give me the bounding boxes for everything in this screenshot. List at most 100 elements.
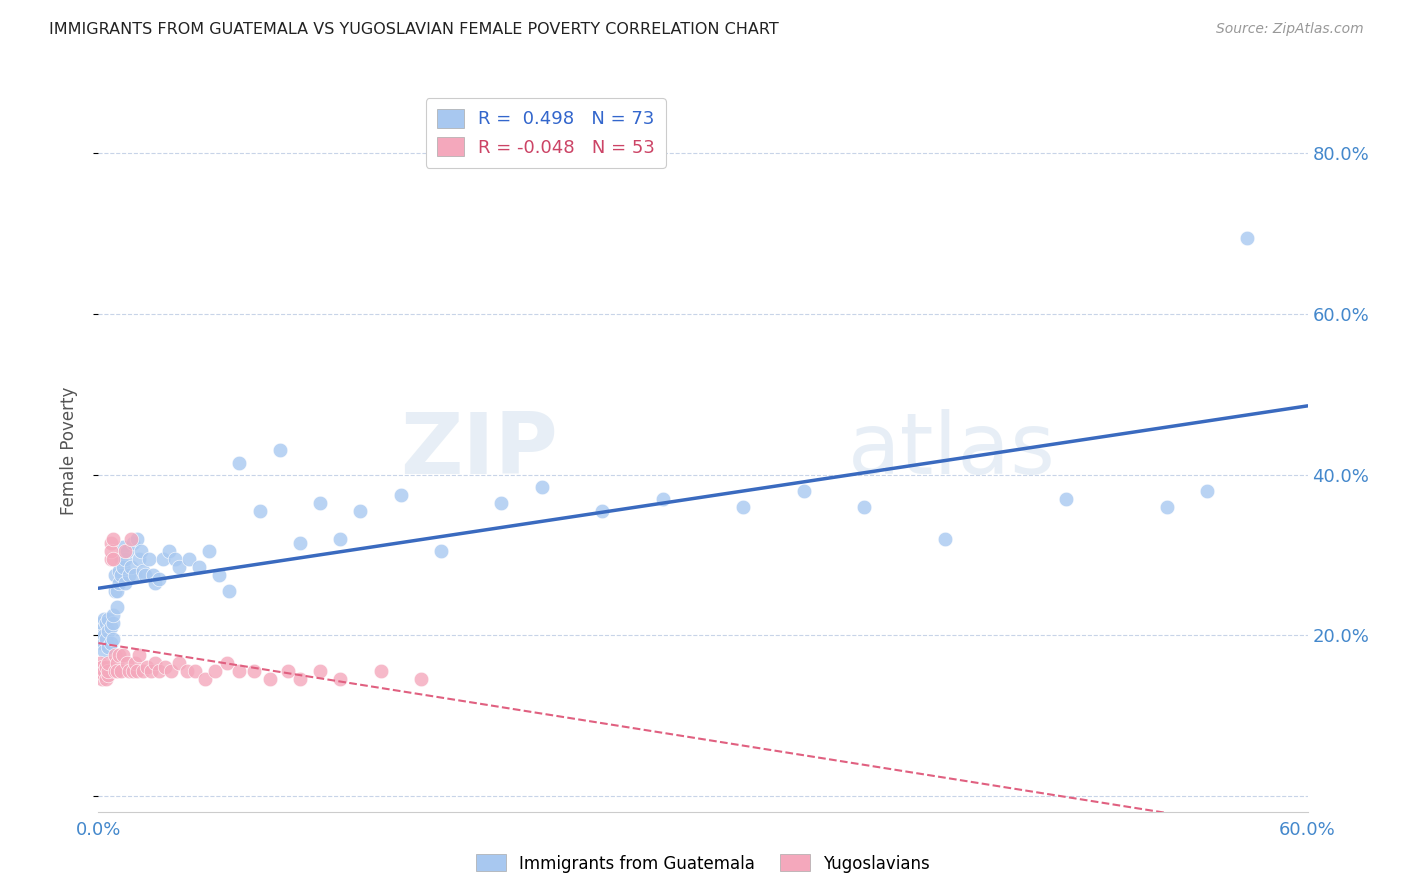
Point: [530, 479, 553, 493]
Point: [228, 455, 250, 469]
Point: [934, 532, 956, 546]
Point: [107, 576, 129, 591]
Legend: R =  0.498   N = 73, R = -0.048   N = 53: R = 0.498 N = 73, R = -0.048 N = 53: [426, 98, 666, 168]
Point: [217, 657, 239, 671]
Point: [853, 500, 876, 514]
Point: [115, 657, 138, 671]
Point: [107, 648, 129, 662]
Point: [139, 664, 162, 678]
Point: [152, 551, 174, 566]
Point: [100, 535, 122, 549]
Point: [96, 673, 118, 687]
Point: [107, 564, 129, 578]
Point: [288, 673, 311, 687]
Point: [134, 567, 156, 582]
Point: [148, 572, 170, 586]
Point: [105, 583, 128, 598]
Point: [103, 664, 125, 678]
Point: [91, 615, 114, 630]
Point: [103, 567, 125, 582]
Point: [91, 636, 114, 650]
Point: [97, 612, 120, 626]
Point: [160, 664, 183, 678]
Point: [242, 664, 264, 678]
Legend: Immigrants from Guatemala, Yugoslavians: Immigrants from Guatemala, Yugoslavians: [470, 847, 936, 880]
Point: [208, 567, 231, 582]
Point: [118, 567, 141, 582]
Point: [93, 628, 115, 642]
Point: [100, 636, 122, 650]
Point: [89, 632, 111, 646]
Point: [97, 664, 120, 678]
Point: [110, 664, 132, 678]
Point: [110, 567, 132, 582]
Point: [148, 664, 170, 678]
Point: [101, 551, 124, 566]
Point: [100, 543, 122, 558]
Point: [430, 543, 453, 558]
Point: [100, 620, 122, 634]
Point: [491, 495, 513, 509]
Point: [120, 560, 142, 574]
Point: [198, 543, 221, 558]
Point: [184, 664, 207, 678]
Point: [121, 664, 143, 678]
Point: [132, 564, 155, 578]
Point: [89, 664, 111, 678]
Point: [249, 503, 271, 517]
Point: [97, 657, 120, 671]
Point: [101, 532, 124, 546]
Point: [97, 668, 120, 682]
Point: [111, 560, 134, 574]
Point: [120, 532, 142, 546]
Point: [100, 551, 122, 566]
Text: Source: ZipAtlas.com: Source: ZipAtlas.com: [1216, 22, 1364, 37]
Point: [89, 657, 111, 671]
Point: [591, 503, 613, 517]
Point: [132, 664, 155, 678]
Point: [118, 664, 141, 678]
Text: IMMIGRANTS FROM GUATEMALA VS YUGOSLAVIAN FEMALE POVERTY CORRELATION CHART: IMMIGRANTS FROM GUATEMALA VS YUGOSLAVIAN…: [49, 22, 779, 37]
Point: [110, 551, 132, 566]
Point: [1195, 483, 1218, 498]
Point: [1054, 491, 1077, 506]
Point: [97, 640, 120, 655]
Point: [1236, 230, 1258, 244]
Point: [105, 599, 128, 614]
Point: [91, 660, 114, 674]
Point: [389, 487, 412, 501]
Point: [105, 657, 128, 671]
Point: [176, 664, 198, 678]
Point: [194, 673, 217, 687]
Point: [125, 532, 148, 546]
Point: [111, 648, 134, 662]
Point: [103, 648, 125, 662]
Point: [124, 567, 146, 582]
Point: [167, 657, 190, 671]
Point: [218, 583, 240, 598]
Point: [167, 560, 190, 574]
Point: [309, 664, 332, 678]
Point: [157, 543, 180, 558]
Point: [651, 491, 673, 506]
Text: ZIP: ZIP: [401, 409, 558, 492]
Point: [121, 535, 143, 549]
Point: [125, 664, 148, 678]
Point: [349, 503, 371, 517]
Point: [93, 664, 115, 678]
Point: [179, 551, 201, 566]
Y-axis label: Female Poverty: Female Poverty: [59, 386, 77, 515]
Point: [124, 657, 146, 671]
Point: [103, 583, 125, 598]
Point: [93, 612, 115, 626]
Point: [105, 664, 128, 678]
Point: [114, 551, 136, 566]
Point: [277, 664, 299, 678]
Point: [153, 660, 176, 674]
Point: [128, 648, 150, 662]
Point: [733, 500, 755, 514]
Point: [143, 576, 166, 591]
Point: [128, 551, 150, 566]
Point: [101, 632, 124, 646]
Point: [101, 608, 124, 623]
